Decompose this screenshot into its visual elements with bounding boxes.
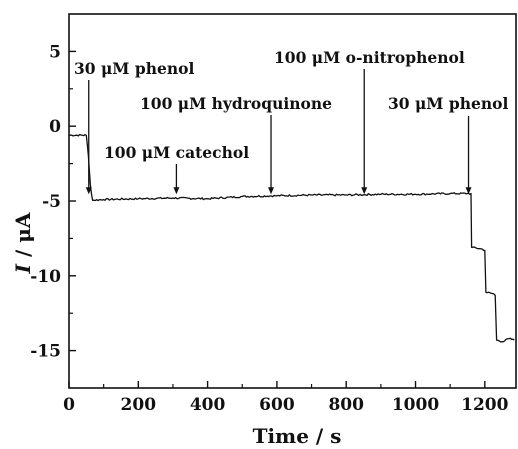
annotation-arrow-head	[465, 187, 472, 195]
y-axis-title-unit: / μA	[11, 212, 35, 264]
annotation-arrows	[85, 69, 472, 195]
axis-ticks	[68, 50, 486, 388]
x-tick-label: 400	[190, 395, 226, 415]
x-tick-label: 600	[259, 395, 295, 415]
y-tick-label: -5	[42, 192, 61, 212]
annotation-arrow-head	[268, 187, 275, 195]
x-tick-label: 200	[121, 395, 157, 415]
y-axis-title-symbol: I	[11, 263, 35, 274]
series-line	[69, 133, 515, 343]
x-tick-label: 1000	[392, 395, 439, 415]
series-group	[69, 133, 515, 343]
annotation-label-hydroquinone: 100 μM hydroquinone	[140, 94, 332, 113]
annotation-label-phenol-1: 30 μM phenol	[74, 59, 194, 78]
y-axis-title: I / μA	[11, 212, 35, 274]
annotation-arrow-head	[173, 187, 180, 195]
y-tick-label: -10	[30, 267, 61, 287]
y-tick-label: 5	[49, 42, 61, 62]
annotation-arrow-head	[361, 187, 368, 195]
annotation-label-o-nitrophenol: 100 μM o-nitrophenol	[274, 48, 465, 67]
annotation-label-phenol-2: 30 μM phenol	[388, 94, 508, 113]
x-tick-label: 0	[63, 395, 75, 415]
x-tick-label: 1200	[461, 395, 508, 415]
x-axis-title: Time / s	[253, 424, 342, 448]
tick-labels: 0 200 400 600 800 1000 1200 5 0 -5 -10 -15	[30, 42, 508, 415]
y-tick-label: 0	[49, 117, 61, 137]
x-tick-label: 800	[328, 395, 364, 415]
annotation-arrow-head	[85, 187, 92, 195]
y-tick-label: -15	[30, 342, 61, 362]
annotation-label-catechol: 100 μM catechol	[104, 143, 249, 162]
